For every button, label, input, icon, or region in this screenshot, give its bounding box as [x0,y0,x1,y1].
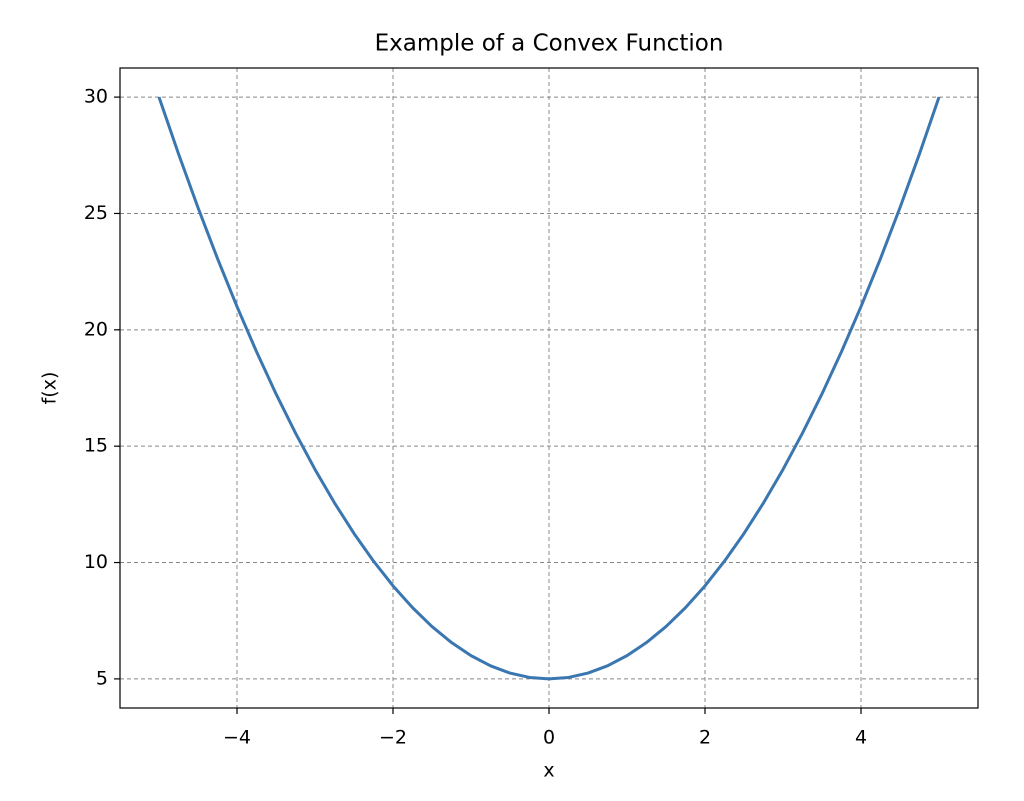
x-tick-label: 0 [543,727,555,749]
x-tick-label: 2 [699,727,711,749]
line [157,96,941,681]
y-tick-label: 10 [84,551,108,573]
x-tick-label: −4 [223,727,251,749]
y-tick-label: 20 [84,318,108,340]
x-axis-label: x [543,760,554,782]
y-tick-label: 5 [96,667,108,689]
y-tick-label: 30 [84,86,108,108]
plot-frame [119,67,979,709]
y-axis-label: f(x) [39,372,61,405]
x-tick-label: −2 [379,727,407,749]
x-tick-label: 4 [855,727,867,749]
y-tick-label: 25 [84,202,108,224]
y-tick-label: 15 [84,435,108,457]
chart-title: Example of a Convex Function [375,31,724,57]
